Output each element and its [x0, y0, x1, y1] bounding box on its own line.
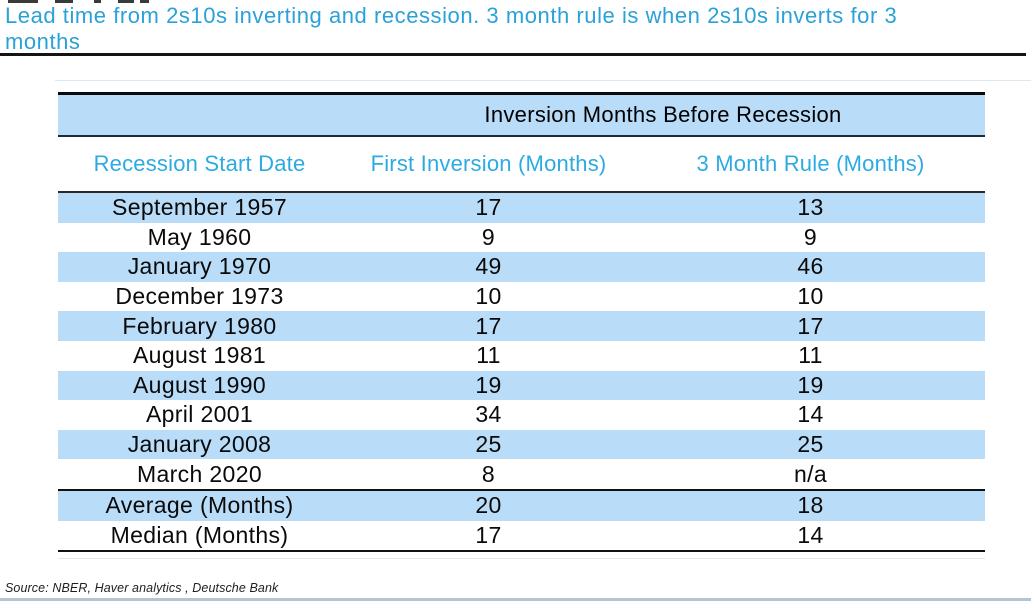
- clipped-text-remnant-mark: [140, 0, 149, 3]
- column-header-date: Recession Start Date: [93, 151, 306, 176]
- cell-three-month-rule: 25: [797, 431, 824, 458]
- clipped-text-remnant-mark: [94, 0, 101, 3]
- cell-first-inversion: 11: [476, 342, 501, 369]
- cell-first-inversion: 49: [475, 253, 502, 280]
- cell-date: Median (Months): [110, 521, 289, 548]
- cell-three-month-rule: 14: [797, 521, 824, 548]
- cell-date: August 1981: [132, 342, 266, 369]
- cell-first-inversion: 8: [481, 460, 496, 487]
- cell-date: Average (Months): [105, 492, 294, 519]
- cell-date: May 1960: [147, 223, 252, 250]
- table-row: January 1970 49 46: [58, 252, 985, 282]
- table-row: April 2001 34 14: [58, 400, 985, 430]
- table-row: August 1981 11 11: [58, 341, 985, 371]
- table-row: March 2020 8 n/a: [58, 459, 985, 489]
- cell-first-inversion: 9: [481, 223, 496, 250]
- group-header-row: Inversion Months Before Recession: [58, 95, 985, 137]
- bottom-rule: [0, 598, 1031, 601]
- table-row: May 1960 9 9: [58, 223, 985, 253]
- cell-three-month-rule: 46: [797, 253, 824, 280]
- table-row: August 1990 19 19: [58, 370, 985, 401]
- cell-three-month-rule: n/a: [793, 460, 828, 487]
- table-row: January 2008 25 25: [58, 429, 985, 460]
- cell-first-inversion: 25: [475, 431, 502, 458]
- column-header-row: Recession Start Date First Inversion (Mo…: [58, 137, 985, 193]
- cell-date: December 1973: [115, 283, 284, 310]
- cell-three-month-rule: 10: [797, 283, 824, 310]
- column-header-three-month-rule: 3 Month Rule (Months): [696, 151, 925, 176]
- cell-date: January 1970: [127, 253, 272, 280]
- cell-three-month-rule: 14: [797, 401, 824, 428]
- figure-title-line2: months: [5, 28, 81, 54]
- cell-first-inversion: 17: [475, 521, 502, 548]
- cell-first-inversion: 34: [475, 401, 502, 428]
- cell-date: March 2020: [137, 460, 262, 487]
- source-note: Source: NBER, Haver analytics , Deutsche…: [5, 581, 279, 595]
- table-bottom-border: [58, 550, 985, 553]
- cell-date: August 1990: [132, 371, 266, 398]
- table-row: September 1957 17 13: [58, 193, 985, 223]
- cell-first-inversion: 10: [475, 283, 502, 310]
- cell-first-inversion: 19: [475, 371, 502, 398]
- table-row: February 1980 17 17: [58, 311, 985, 341]
- column-header-first-inversion: First Inversion (Months): [370, 151, 607, 176]
- cell-first-inversion: 17: [475, 312, 502, 339]
- cell-three-month-rule: 18: [797, 492, 824, 519]
- group-header-label: Inversion Months Before Recession: [484, 102, 842, 127]
- cell-date: January 2008: [127, 431, 272, 458]
- cell-date: September 1957: [112, 194, 287, 221]
- clipped-text-remnant-mark: [55, 0, 73, 3]
- cell-date: April 2001: [145, 401, 254, 428]
- figure-top-hairline: [55, 80, 1031, 81]
- cell-first-inversion: 17: [475, 194, 502, 221]
- inversion-table: Inversion Months Before Recession Recess…: [58, 92, 985, 553]
- clipped-text-remnant-mark: [8, 0, 38, 3]
- cell-three-month-rule: 17: [797, 312, 824, 339]
- table-top-border: [58, 92, 985, 95]
- under-table-hairline: [58, 558, 985, 559]
- table-row: December 1973 10 10: [58, 282, 985, 312]
- figure-title: Lead time from 2s10s inverting and reces…: [5, 3, 1020, 54]
- cell-date: February 1980: [122, 312, 277, 339]
- figure-title-line1: Lead time from 2s10s inverting and reces…: [5, 3, 898, 28]
- cell-three-month-rule: 19: [797, 371, 824, 398]
- clipped-text-remnant-mark: [118, 0, 134, 3]
- cell-three-month-rule: 9: [803, 223, 818, 250]
- cell-three-month-rule: 13: [797, 194, 824, 221]
- title-underline: [0, 53, 1026, 56]
- cell-three-month-rule: 11: [798, 342, 823, 369]
- summary-row-average: Average (Months) 20 18: [58, 488, 985, 521]
- cell-first-inversion: 20: [475, 492, 502, 519]
- summary-row-median: Median (Months) 17 14: [58, 521, 985, 551]
